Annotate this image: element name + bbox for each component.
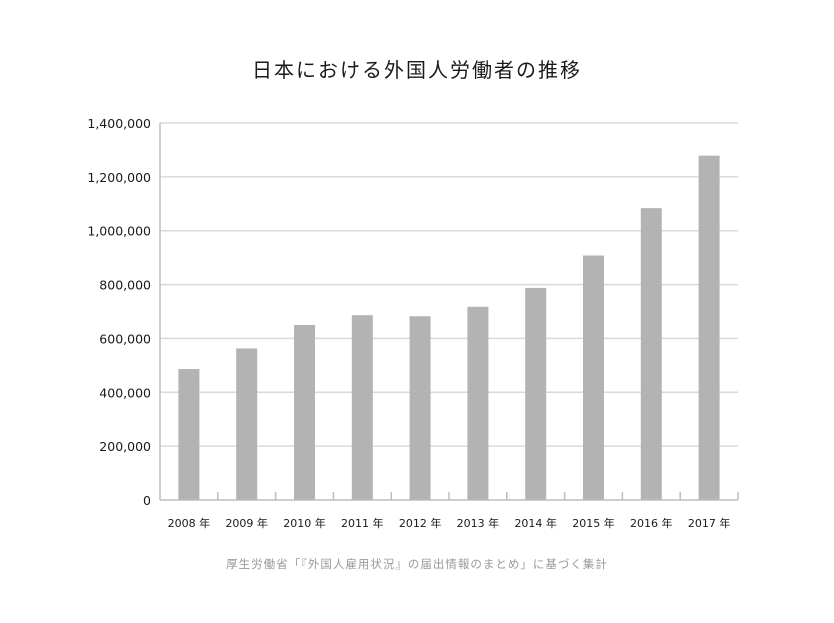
x-tick-labels: 2008 年 2009 年 2010 年 2011 年 2012 年 2013 年 2014… [168, 516, 731, 530]
chart-title: 日本における外国人労働者の推移 [252, 58, 582, 82]
axes [159, 123, 739, 501]
x-tick-label: 2008 年 [168, 516, 211, 530]
x-tick-label: 2017 年 [688, 516, 731, 530]
y-tick-label: 1,200,000 [87, 170, 151, 185]
source-note: 厚生労働省「『外国人雇用状況』の届出情報のまとめ」に基づく集計 [226, 557, 608, 571]
bar [178, 369, 200, 500]
y-tick-label: 400,000 [99, 385, 151, 400]
x-tick-label: 2013 年 [457, 516, 500, 530]
y-tick-label: 800,000 [99, 278, 151, 293]
x-tick-label: 2011 年 [341, 516, 384, 530]
x-tick-label: 2015 年 [572, 516, 615, 530]
y-tick-label: 600,000 [99, 331, 151, 346]
x-tick-label: 2014 年 [514, 516, 557, 530]
bar [351, 315, 373, 500]
y-tick-labels: 0 200,000 400,000 600,000 800,000 1,000,000 1,… [87, 116, 151, 508]
bar [467, 306, 489, 500]
bar [236, 348, 258, 500]
x-tick-label: 2016 年 [630, 516, 673, 530]
x-tick-label: 2009 年 [225, 516, 268, 530]
bar [525, 287, 547, 500]
bar [640, 208, 662, 500]
bars [178, 155, 720, 501]
x-tick-label: 2012 年 [399, 516, 442, 530]
bar [294, 324, 315, 500]
bar [698, 155, 720, 501]
y-tick-label: 200,000 [99, 439, 151, 454]
y-tick-label: 1,000,000 [87, 224, 151, 239]
x-tick-label: 2010 年 [283, 516, 326, 530]
y-tick-label: 1,400,000 [87, 116, 151, 131]
y-tick-label: 0 [143, 493, 151, 508]
bar [409, 316, 431, 500]
bar [583, 255, 604, 500]
